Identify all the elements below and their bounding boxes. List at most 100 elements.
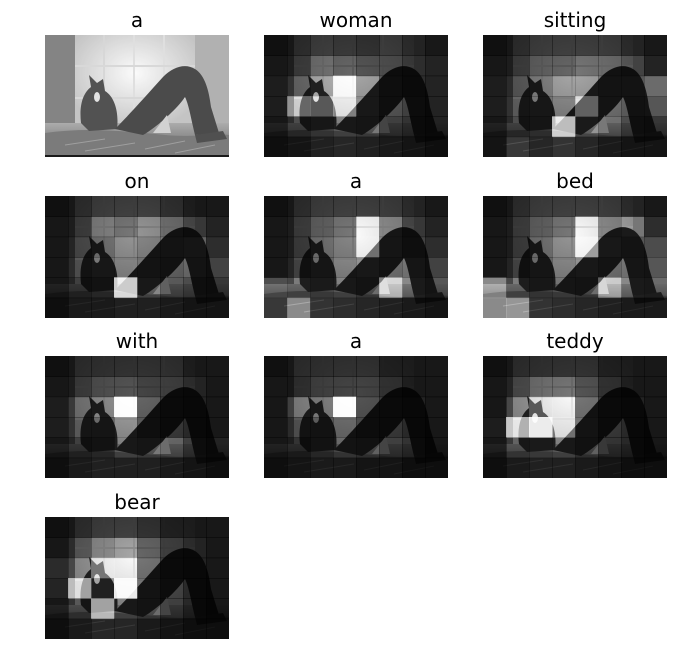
attention-cell bbox=[356, 116, 380, 138]
attention-cell bbox=[575, 257, 599, 278]
attention-cell bbox=[483, 356, 507, 377]
attention-cell bbox=[506, 356, 530, 377]
attention-cell bbox=[575, 55, 599, 77]
attention-cell bbox=[575, 35, 599, 56]
attention-cell bbox=[206, 196, 229, 217]
attention-cell bbox=[183, 517, 207, 538]
attention-cell bbox=[91, 297, 115, 318]
attention-cell bbox=[598, 457, 622, 478]
attention-cell bbox=[379, 116, 403, 138]
attention-cell bbox=[402, 196, 426, 217]
attention-panel: a bbox=[264, 167, 448, 318]
attention-cell bbox=[287, 116, 311, 138]
attention-cell bbox=[575, 196, 599, 217]
attention-cell bbox=[529, 35, 553, 56]
attention-cell bbox=[356, 277, 380, 299]
attention-cell bbox=[644, 196, 667, 217]
attention-cell bbox=[621, 356, 645, 377]
attention-cell bbox=[402, 75, 426, 97]
attention-cell bbox=[137, 618, 161, 639]
attention-cell bbox=[621, 96, 645, 117]
attention-cell bbox=[506, 257, 530, 278]
attention-cell bbox=[183, 236, 207, 258]
attention-cell bbox=[287, 96, 311, 117]
attention-cell bbox=[310, 136, 334, 157]
attention-cell bbox=[310, 96, 334, 117]
attention-cell bbox=[506, 196, 530, 217]
attention-cell bbox=[621, 236, 645, 258]
attention-map-image bbox=[45, 356, 229, 478]
attention-cell bbox=[529, 356, 553, 377]
attention-cell bbox=[183, 356, 207, 377]
attention-cell bbox=[160, 257, 184, 278]
attention-cell bbox=[310, 396, 334, 418]
attention-cell bbox=[575, 75, 599, 97]
attention-cell bbox=[264, 277, 288, 299]
attention-cell bbox=[402, 35, 426, 56]
attention-cell bbox=[160, 297, 184, 318]
attention-cell bbox=[91, 537, 115, 559]
attention-cell bbox=[114, 396, 138, 418]
attention-cell bbox=[160, 618, 184, 639]
attention-cell bbox=[506, 136, 530, 157]
attention-cell bbox=[552, 55, 576, 77]
attention-cell bbox=[552, 277, 576, 299]
attention-cell bbox=[310, 417, 334, 438]
attention-cell bbox=[506, 236, 530, 258]
attention-cell bbox=[425, 417, 448, 438]
attention-cell bbox=[264, 297, 288, 318]
attention-cell bbox=[206, 437, 229, 459]
attention-cell bbox=[183, 257, 207, 278]
attention-cell bbox=[160, 396, 184, 418]
attention-cell bbox=[644, 417, 667, 438]
attention-cell bbox=[379, 376, 403, 398]
attention-panel: teddy bbox=[483, 327, 667, 478]
attention-cell bbox=[356, 396, 380, 418]
attention-cell bbox=[379, 457, 403, 478]
attention-cell bbox=[379, 55, 403, 77]
attention-cell bbox=[575, 136, 599, 157]
attention-cell bbox=[644, 297, 667, 318]
attention-cell bbox=[552, 116, 576, 138]
attention-cell bbox=[287, 216, 311, 238]
attention-cell bbox=[160, 578, 184, 599]
attention-cell bbox=[137, 517, 161, 538]
attention-cell bbox=[506, 96, 530, 117]
attention-cell bbox=[425, 116, 448, 138]
attention-cell bbox=[114, 437, 138, 459]
attention-cell bbox=[598, 55, 622, 77]
attention-cell bbox=[183, 277, 207, 299]
attention-cell bbox=[91, 557, 115, 579]
attention-cell bbox=[310, 236, 334, 258]
attention-cell bbox=[183, 297, 207, 318]
attention-cell bbox=[529, 277, 553, 299]
attention-cell bbox=[356, 196, 380, 217]
attention-cell bbox=[310, 297, 334, 318]
attention-cell bbox=[379, 96, 403, 117]
attention-cell bbox=[264, 457, 288, 478]
attention-cell bbox=[114, 557, 138, 579]
attention-cell bbox=[552, 75, 576, 97]
attention-cell bbox=[333, 55, 357, 77]
attention-cell bbox=[183, 437, 207, 459]
attention-cell bbox=[575, 277, 599, 299]
attention-cell bbox=[598, 297, 622, 318]
attention-cell bbox=[379, 236, 403, 258]
attention-cell bbox=[287, 457, 311, 478]
attention-cell bbox=[287, 417, 311, 438]
attention-cell bbox=[45, 257, 69, 278]
attention-cell bbox=[68, 216, 92, 238]
attention-cell bbox=[160, 417, 184, 438]
attention-cell bbox=[114, 297, 138, 318]
attention-cell bbox=[379, 297, 403, 318]
attention-cell bbox=[575, 457, 599, 478]
attention-cell bbox=[264, 116, 288, 138]
attention-cell bbox=[264, 96, 288, 117]
panel-word-label: a bbox=[349, 169, 363, 193]
attention-cell bbox=[68, 396, 92, 418]
attention-cell bbox=[598, 257, 622, 278]
attention-map-image bbox=[264, 196, 448, 318]
attention-cell bbox=[575, 96, 599, 117]
attention-cell bbox=[575, 356, 599, 377]
attention-cell bbox=[529, 116, 553, 138]
